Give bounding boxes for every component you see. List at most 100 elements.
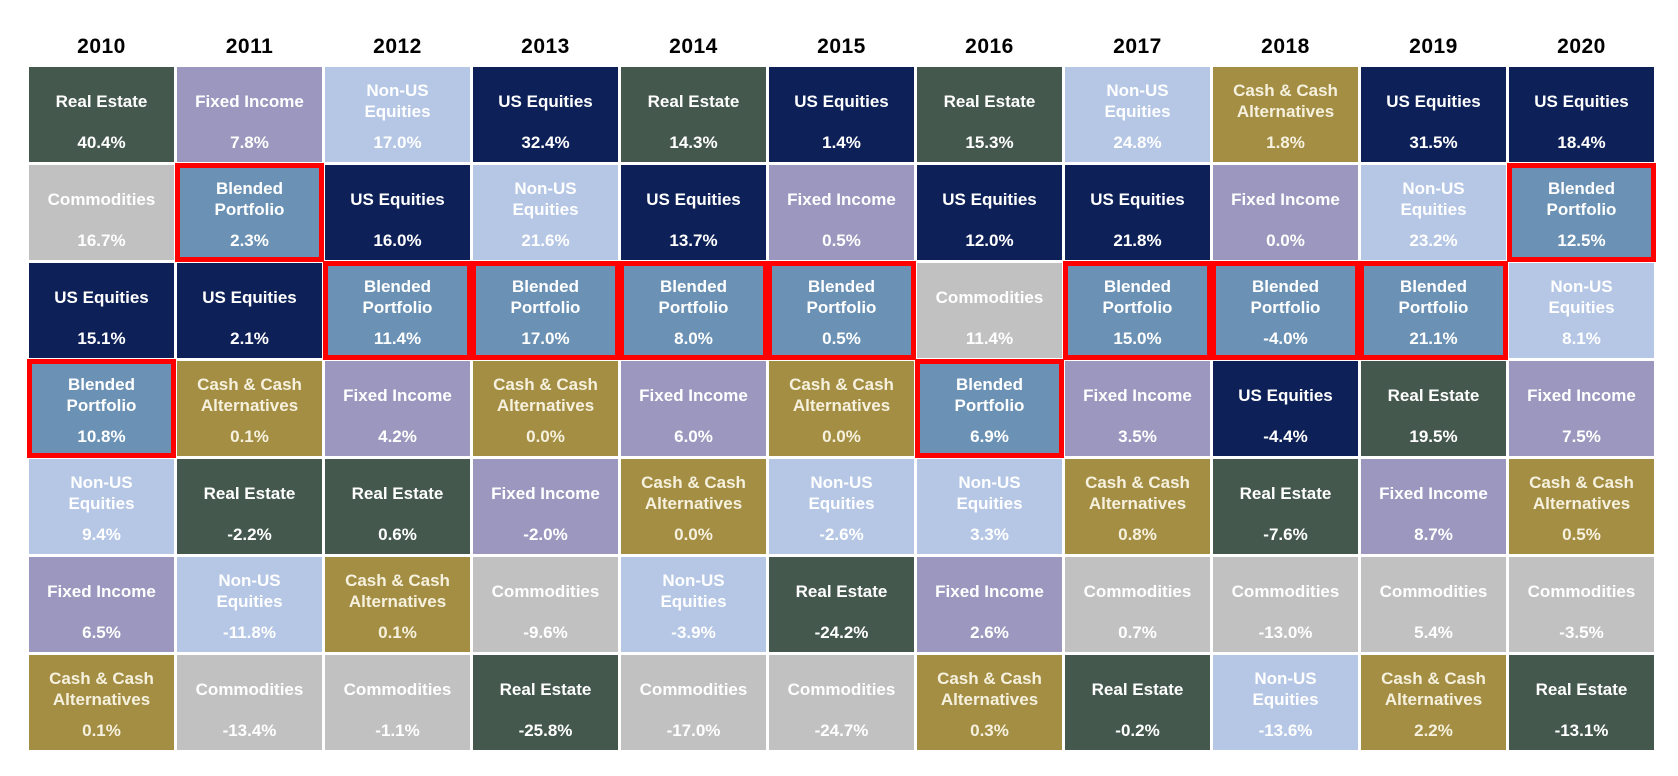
asset-cell: US Equities 12.0% — [917, 165, 1062, 260]
year-header: 2015 — [817, 35, 866, 58]
asset-cell-label: Cash & Cash Alternatives — [641, 473, 746, 514]
asset-cell: Real Estate -13.1% — [1509, 655, 1654, 750]
year-header: 2020 — [1557, 35, 1606, 58]
asset-cell-value: 1.4% — [822, 132, 861, 152]
year-column: 2013 US Equities 32.4% Non-US Equities 21.6%… — [471, 26, 620, 750]
asset-returns-quilt-chart: 2010 Real Estate 40.4% Commodities 16.7% US E… — [27, 26, 1656, 750]
asset-cell-value: 15.3% — [965, 132, 1014, 152]
asset-cell-label: Blended Portfolio — [66, 375, 137, 416]
asset-cell-value: 0.0% — [526, 426, 565, 446]
asset-cell-label: Cash & Cash Alternatives — [789, 375, 894, 416]
asset-cell-label: Blended Portfolio — [1546, 179, 1617, 220]
asset-cell-value: -13.6% — [1258, 720, 1313, 740]
asset-cell-label: Blended Portfolio — [954, 375, 1025, 416]
asset-cell-label: Non-US Equities — [1104, 81, 1171, 122]
asset-cell-label: US Equities — [1090, 189, 1185, 209]
asset-cell-value: 0.5% — [822, 328, 861, 348]
asset-cell-value: -3.9% — [671, 622, 716, 642]
asset-cell-label: US Equities — [1386, 91, 1481, 111]
asset-cell-value: -4.0% — [1263, 328, 1308, 348]
year-header: 2019 — [1409, 35, 1458, 58]
asset-cell-value: 2.6% — [970, 622, 1009, 642]
year-column: 2015 US Equities 1.4% Fixed Income 0.5% Blend… — [767, 26, 916, 750]
asset-cell-value: -17.0% — [666, 720, 721, 740]
asset-cell: Non-US Equities 8.1% — [1509, 263, 1654, 358]
asset-cell-value: 4.2% — [378, 426, 417, 446]
asset-cell-value: -13.4% — [222, 720, 277, 740]
asset-cell-label: US Equities — [350, 189, 445, 209]
asset-cell-label: Real Estate — [1535, 679, 1628, 699]
asset-cell-value: 23.2% — [1409, 230, 1458, 250]
asset-cell-value: 0.8% — [1118, 524, 1157, 544]
asset-cell-label: Commodities — [639, 679, 748, 699]
asset-cell: US Equities 2.1% — [177, 263, 322, 358]
asset-cell-label: Real Estate — [1091, 679, 1184, 699]
asset-cell-value: 31.5% — [1409, 132, 1458, 152]
asset-cell: Fixed Income 3.5% — [1065, 361, 1210, 456]
asset-cell: Real Estate -0.2% — [1065, 655, 1210, 750]
asset-cell: Cash & Cash Alternatives 0.1% — [325, 557, 470, 652]
asset-cell: Non-US Equities -11.8% — [177, 557, 322, 652]
asset-cell-value: 9.4% — [82, 524, 121, 544]
asset-cell-label: Non-US Equities — [364, 81, 431, 122]
asset-cell-label: Fixed Income — [1527, 385, 1636, 405]
year-header: 2010 — [77, 35, 126, 58]
year-column: 2016 Real Estate 15.3% US Equities 12.0% Comm… — [915, 26, 1064, 750]
asset-cell-label: Real Estate — [499, 679, 592, 699]
asset-cell-value: 0.0% — [1266, 230, 1305, 250]
asset-cell-value: 14.3% — [669, 132, 718, 152]
asset-cell-label: Cash & Cash Alternatives — [1381, 669, 1486, 710]
year-column: 2018 Cash & Cash Alternatives 1.8% Fixed In… — [1211, 26, 1360, 750]
asset-cell-value: 10.8% — [77, 426, 126, 446]
asset-cell-value: -24.2% — [814, 622, 869, 642]
year-header: 2012 — [373, 35, 422, 58]
asset-cell-value: 0.6% — [378, 524, 417, 544]
year-column: 2020 US Equities 18.4% Blended Portfolio 12.… — [1507, 26, 1656, 750]
asset-cell: Commodities 0.7% — [1065, 557, 1210, 652]
asset-cell-value: 6.9% — [970, 426, 1009, 446]
asset-cell-label: Commodities — [1527, 581, 1636, 601]
asset-cell: Blended Portfolio 8.0% — [619, 261, 768, 360]
asset-cell-value: 21.8% — [1113, 230, 1162, 250]
asset-cell-label: Commodities — [47, 189, 156, 209]
asset-cell-label: Commodities — [1083, 581, 1192, 601]
year-header: 2018 — [1261, 35, 1310, 58]
asset-cell-label: Non-US Equities — [956, 473, 1023, 514]
asset-cell-label: US Equities — [942, 189, 1037, 209]
asset-cell: Blended Portfolio 10.8% — [27, 359, 176, 458]
asset-cell-label: Cash & Cash Alternatives — [49, 669, 154, 710]
asset-cell: Cash & Cash Alternatives 0.8% — [1065, 459, 1210, 554]
asset-cell-value: 2.3% — [230, 230, 269, 250]
asset-cell: Fixed Income 7.5% — [1509, 361, 1654, 456]
asset-cell-value: 0.7% — [1118, 622, 1157, 642]
asset-cell: Commodities 16.7% — [29, 165, 174, 260]
asset-cell-label: Cash & Cash Alternatives — [1233, 81, 1338, 122]
asset-cell-label: Fixed Income — [343, 385, 452, 405]
asset-cell-label: US Equities — [1534, 91, 1629, 111]
asset-cell-label: Commodities — [491, 581, 600, 601]
asset-cell: Non-US Equities 24.8% — [1065, 67, 1210, 162]
asset-cell: Fixed Income -2.0% — [473, 459, 618, 554]
asset-cell: US Equities 1.4% — [769, 67, 914, 162]
asset-cell-value: -2.6% — [819, 524, 864, 544]
asset-cell-value: -1.1% — [375, 720, 420, 740]
asset-cell-value: 0.3% — [970, 720, 1009, 740]
asset-cell-label: Non-US Equities — [1400, 179, 1467, 220]
asset-cell: Real Estate -2.2% — [177, 459, 322, 554]
asset-cell: Blended Portfolio 2.3% — [175, 163, 324, 262]
asset-cell-value: 0.1% — [230, 426, 269, 446]
asset-cell: Commodities -13.4% — [177, 655, 322, 750]
asset-cell-label: Blended Portfolio — [806, 277, 877, 318]
asset-cell-label: Fixed Income — [195, 91, 304, 111]
asset-cell-value: 40.4% — [77, 132, 126, 152]
asset-cell-label: Non-US Equities — [660, 571, 727, 612]
asset-cell: Cash & Cash Alternatives 0.5% — [1509, 459, 1654, 554]
asset-cell: Non-US Equities 17.0% — [325, 67, 470, 162]
asset-cell-label: Fixed Income — [491, 483, 600, 503]
asset-cell-label: US Equities — [498, 91, 593, 111]
asset-cell: US Equities 31.5% — [1361, 67, 1506, 162]
asset-cell: Blended Portfolio 0.5% — [767, 261, 916, 360]
asset-cell: Non-US Equities -2.6% — [769, 459, 914, 554]
asset-cell: Cash & Cash Alternatives 0.3% — [917, 655, 1062, 750]
asset-cell-value: 18.4% — [1557, 132, 1606, 152]
